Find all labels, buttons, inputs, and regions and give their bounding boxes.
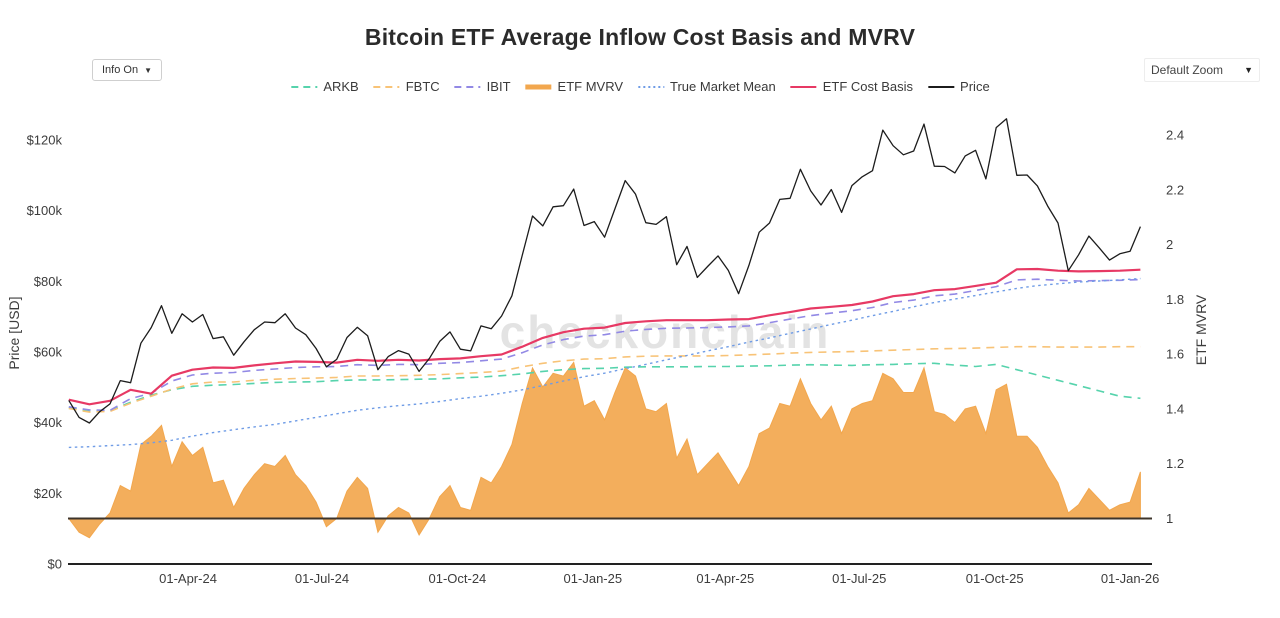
arkb-series — [68, 362, 1141, 413]
legend-line-swatch-icon — [454, 85, 481, 88]
chevron-down-icon: ▼ — [144, 65, 152, 75]
mvrv-axis-tick: 1.4 — [1166, 401, 1184, 416]
price-axis-tick: $40k — [34, 415, 63, 430]
mvrv-axis-tick: 1 — [1166, 511, 1173, 526]
mvrv-axis-tick: 1.2 — [1166, 456, 1184, 471]
left-axis-title: Price [USD] — [6, 296, 22, 369]
chart-legend: ARKB FBTC IBIT ETF MVRV True Market Mean ETF … — [290, 79, 990, 94]
price-axis-tick: $100k — [27, 203, 63, 218]
page-title: Bitcoin ETF Average Inflow Cost Basis an… — [364, 24, 916, 50]
legend-line-swatch-icon — [928, 85, 955, 88]
legend-item-arkb[interactable]: ARKB — [290, 79, 359, 94]
legend-item-label: ETF Cost Basis — [822, 79, 914, 94]
price-axis-tick: $20k — [34, 486, 63, 501]
ibit-series — [68, 278, 1141, 412]
legend-item-label: ARKB — [323, 79, 359, 94]
date-axis-tick: 01-Apr-25 — [696, 571, 754, 586]
mvrv-axis-tick: 1.8 — [1166, 292, 1184, 307]
right-axis-title: ETF MVRV — [1193, 294, 1209, 365]
legend-item-label: IBIT — [486, 79, 511, 94]
legend-item-fbtc[interactable]: FBTC — [373, 79, 440, 94]
legend-line-swatch-icon — [525, 84, 552, 89]
fbtc-series — [68, 345, 1141, 413]
etf-cost-basis-series — [68, 267, 1141, 406]
zoom-preset-value: Default Zoom — [1151, 63, 1224, 77]
zoom-preset-select[interactable]: Default Zoom ▼ — [1144, 58, 1260, 82]
legend-line-swatch-icon — [638, 85, 665, 88]
price-axis-tick: $60k — [34, 345, 63, 360]
legend-line-swatch-icon — [291, 85, 318, 88]
mvrv-axis-tick: 2 — [1166, 237, 1173, 252]
mvrv-axis-tick: 1.6 — [1166, 347, 1184, 362]
mvrv-axis-tick: 2.2 — [1166, 182, 1184, 197]
legend-line-swatch-icon — [373, 85, 400, 88]
legend-item-etf-mvrv[interactable]: ETF MVRV — [525, 79, 624, 94]
date-axis-tick: 01-Oct-24 — [428, 571, 486, 586]
date-axis-tick: 01-Jan-26 — [1101, 571, 1160, 586]
price-axis-tick: $120k — [27, 133, 63, 148]
date-axis-tick: 01-Jan-25 — [564, 571, 623, 586]
info-toggle-label: Info On — [102, 64, 139, 76]
price-axis-tick: $80k — [34, 274, 63, 289]
etf-mvrv-area-series — [67, 361, 1141, 539]
mvrv-axis-tick: 2.4 — [1166, 128, 1184, 143]
date-axis-tick: 01-Oct-25 — [966, 571, 1024, 586]
legend-item-label: True Market Mean — [670, 79, 776, 94]
legend-item-ibit[interactable]: IBIT — [454, 79, 511, 94]
price-series — [68, 118, 1141, 424]
legend-item-true-market-mean[interactable]: True Market Mean — [637, 79, 776, 94]
legend-item-label: ETF MVRV — [557, 79, 624, 94]
legend-item-price[interactable]: Price — [927, 79, 990, 94]
legend-item-etf-cost-basis[interactable]: ETF Cost Basis — [790, 79, 913, 94]
legend-item-label: Price — [960, 79, 990, 94]
date-axis-tick: 01-Jul-24 — [295, 571, 349, 586]
chevron-down-icon: ▼ — [1244, 65, 1253, 75]
info-toggle-button[interactable]: Info On ▼ — [92, 59, 162, 81]
true-market-mean-series — [68, 277, 1141, 449]
legend-item-label: FBTC — [405, 79, 440, 94]
date-axis-tick: 01-Apr-24 — [159, 571, 217, 586]
price-axis-tick: $0 — [48, 557, 62, 572]
date-axis-tick: 01-Jul-25 — [832, 571, 886, 586]
legend-line-swatch-icon — [790, 85, 817, 88]
